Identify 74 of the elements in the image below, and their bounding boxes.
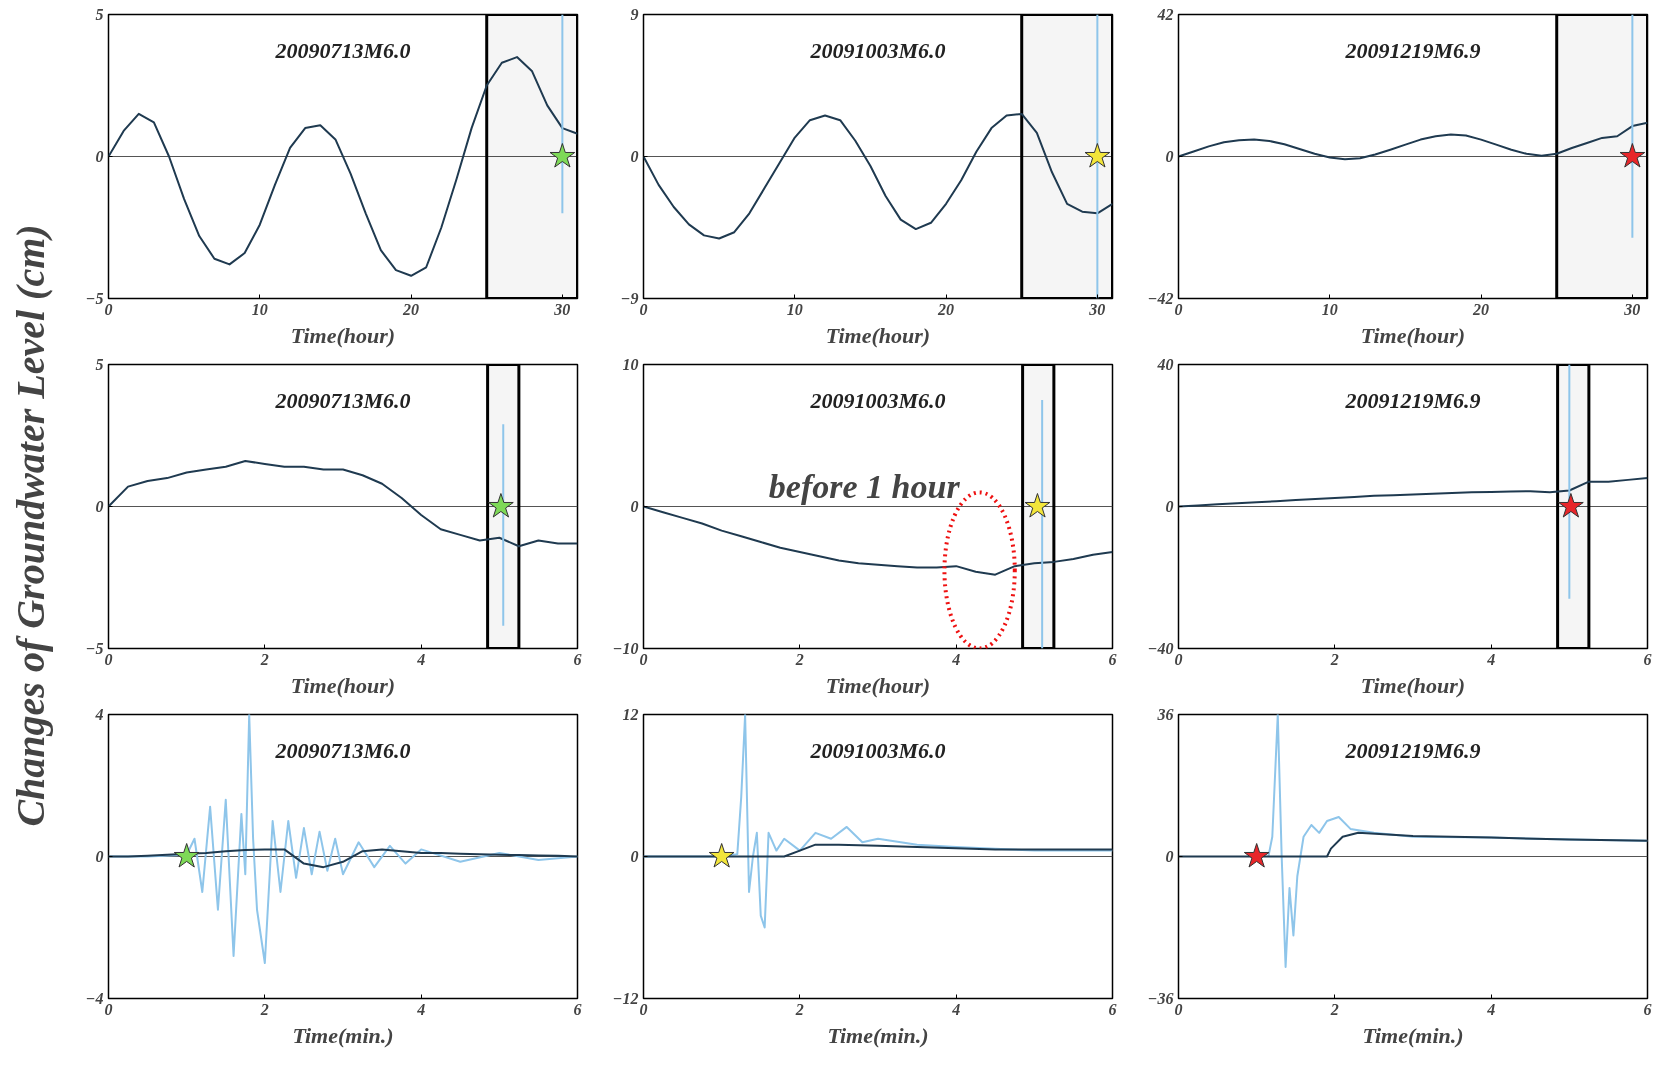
x-tick-label: 6	[1108, 650, 1117, 668]
x-tick-label: 2	[794, 650, 804, 668]
y-tick-label: 0	[1165, 498, 1174, 515]
x-axis-title: Time(hour)	[1360, 672, 1466, 698]
x-tick-label: 6	[1108, 1000, 1117, 1018]
y-tick-label: 0	[630, 848, 639, 865]
text: 20091219M6.9	[1344, 37, 1481, 63]
x-tick-label: 30	[1623, 300, 1641, 318]
text: 20090713M6.0	[274, 37, 411, 63]
x-axis-title: Time(min.)	[292, 1022, 394, 1048]
y-tick-label: 5	[95, 6, 104, 23]
text: 20090713M6.0	[274, 387, 411, 413]
x-tick-label: 10	[1321, 300, 1338, 318]
x-axis-title: Time(min.)	[827, 1022, 929, 1048]
y-tick-label: 0	[95, 148, 104, 165]
x-tick-label: 2	[259, 650, 269, 668]
y-tick-label: 40	[1156, 356, 1174, 373]
y-tick-label: 0	[630, 498, 639, 515]
x-axis-title: Time(hour)	[290, 672, 396, 698]
x-tick-label: 10	[786, 300, 803, 318]
x-tick-label: 2	[259, 1000, 269, 1018]
text: 20091003M6.0	[809, 387, 946, 413]
y-tick-label: 12	[622, 706, 639, 723]
y-tick-label: −10	[612, 640, 639, 657]
x-tick-label: 30	[1088, 300, 1106, 318]
x-tick-label: 30	[553, 300, 571, 318]
y-tick-label: 42	[1156, 6, 1174, 23]
x-tick-label: 4	[1486, 650, 1496, 668]
y-tick-label: 0	[95, 498, 104, 515]
x-axis-title: Time(hour)	[1360, 322, 1466, 348]
x-axis-title: Time(hour)	[290, 322, 396, 348]
x-tick-label: 4	[416, 650, 426, 668]
x-axis-title: Time(hour)	[825, 322, 931, 348]
y-tick-label: 9	[630, 6, 639, 23]
y-tick-label: 4	[94, 706, 104, 723]
x-tick-label: 2	[1329, 650, 1339, 668]
x-tick-label: 6	[1643, 1000, 1652, 1018]
y-tick-label: 0	[1165, 848, 1174, 865]
y-tick-label: −42	[1147, 290, 1174, 307]
text: 20091219M6.9	[1344, 387, 1481, 413]
y-tick-label: 10	[622, 356, 639, 373]
x-tick-label: 10	[251, 300, 268, 318]
x-tick-label: 20	[402, 300, 420, 318]
y-tick-label: 0	[1165, 148, 1174, 165]
y-tick-label: −12	[612, 990, 639, 1007]
y-tick-label: −36	[1147, 990, 1174, 1007]
x-tick-label: 6	[573, 650, 582, 668]
y-tick-label: 0	[95, 848, 104, 865]
y-axis-title: Changes of Groundwater Level (cm)	[8, 224, 53, 827]
text: 20091003M6.0	[809, 737, 946, 763]
y-tick-label: 36	[1156, 706, 1174, 723]
x-tick-label: 6	[1643, 650, 1652, 668]
x-tick-label: 4	[1486, 1000, 1496, 1018]
y-tick-label: −5	[85, 290, 104, 307]
x-axis-title: Time(min.)	[1362, 1022, 1464, 1048]
y-tick-label: −40	[1147, 640, 1174, 657]
x-tick-label: 4	[951, 650, 961, 668]
x-tick-label: 2	[794, 1000, 804, 1018]
text: 20091003M6.0	[809, 37, 946, 63]
x-tick-label: 4	[416, 1000, 426, 1018]
x-tick-label: 20	[937, 300, 955, 318]
y-tick-label: 0	[630, 148, 639, 165]
y-tick-label: −9	[620, 290, 639, 307]
x-tick-label: 2	[1329, 1000, 1339, 1018]
x-axis-title: Time(hour)	[825, 672, 931, 698]
y-tick-label: 5	[95, 356, 104, 373]
text: 20090713M6.0	[274, 737, 411, 763]
y-tick-label: −4	[85, 990, 104, 1007]
x-tick-label: 4	[951, 1000, 961, 1018]
x-tick-label: 20	[1472, 300, 1490, 318]
annotation: before 1 hour	[768, 468, 961, 506]
y-tick-label: −5	[85, 640, 104, 657]
text: 20091219M6.9	[1344, 737, 1481, 763]
x-tick-label: 6	[573, 1000, 582, 1018]
